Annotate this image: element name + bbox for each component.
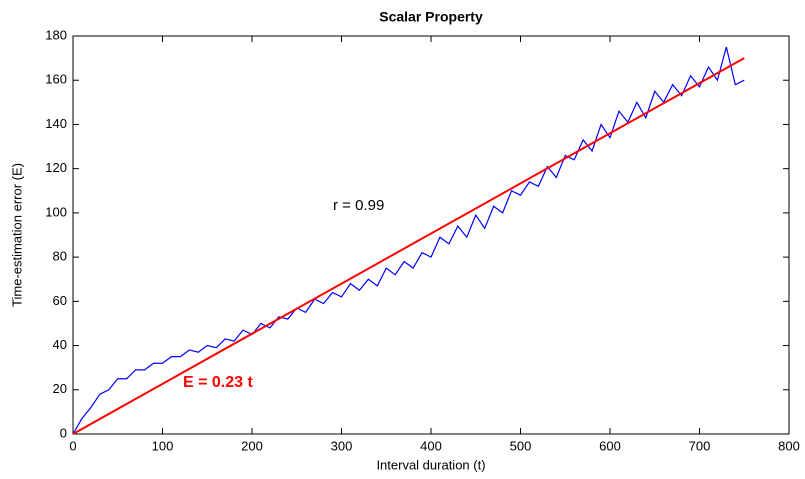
x-tick-label: 700 <box>689 438 711 453</box>
annotation: E = 0.23 t <box>183 374 253 391</box>
x-tick-label: 100 <box>152 438 174 453</box>
y-axis-label: Time-estimation error (E) <box>9 163 24 307</box>
y-tick-label: 80 <box>53 249 67 264</box>
y-tick-label: 0 <box>60 425 67 440</box>
y-tick-label: 160 <box>45 72 67 87</box>
annotation: r = 0.99 <box>333 197 384 214</box>
y-tick-label: 60 <box>53 293 67 308</box>
x-tick-label: 800 <box>778 438 800 453</box>
x-tick-label: 300 <box>331 438 353 453</box>
x-tick-label: 500 <box>510 438 532 453</box>
x-tick-label: 200 <box>241 438 263 453</box>
x-tick-label: 0 <box>69 438 76 453</box>
chart-title: Scalar Property <box>379 9 483 25</box>
x-tick-label: 600 <box>599 438 621 453</box>
data-line <box>72 46 745 435</box>
y-tick-label: 120 <box>45 160 67 175</box>
y-tick-label: 140 <box>45 116 67 131</box>
y-tick-label: 20 <box>53 381 67 396</box>
x-axis-label: Interval duration (t) <box>376 457 485 472</box>
data-line <box>72 57 745 435</box>
y-tick-label: 180 <box>45 27 67 42</box>
y-tick-label: 100 <box>45 204 67 219</box>
y-tick-label: 40 <box>53 337 67 352</box>
x-tick-label: 400 <box>420 438 442 453</box>
